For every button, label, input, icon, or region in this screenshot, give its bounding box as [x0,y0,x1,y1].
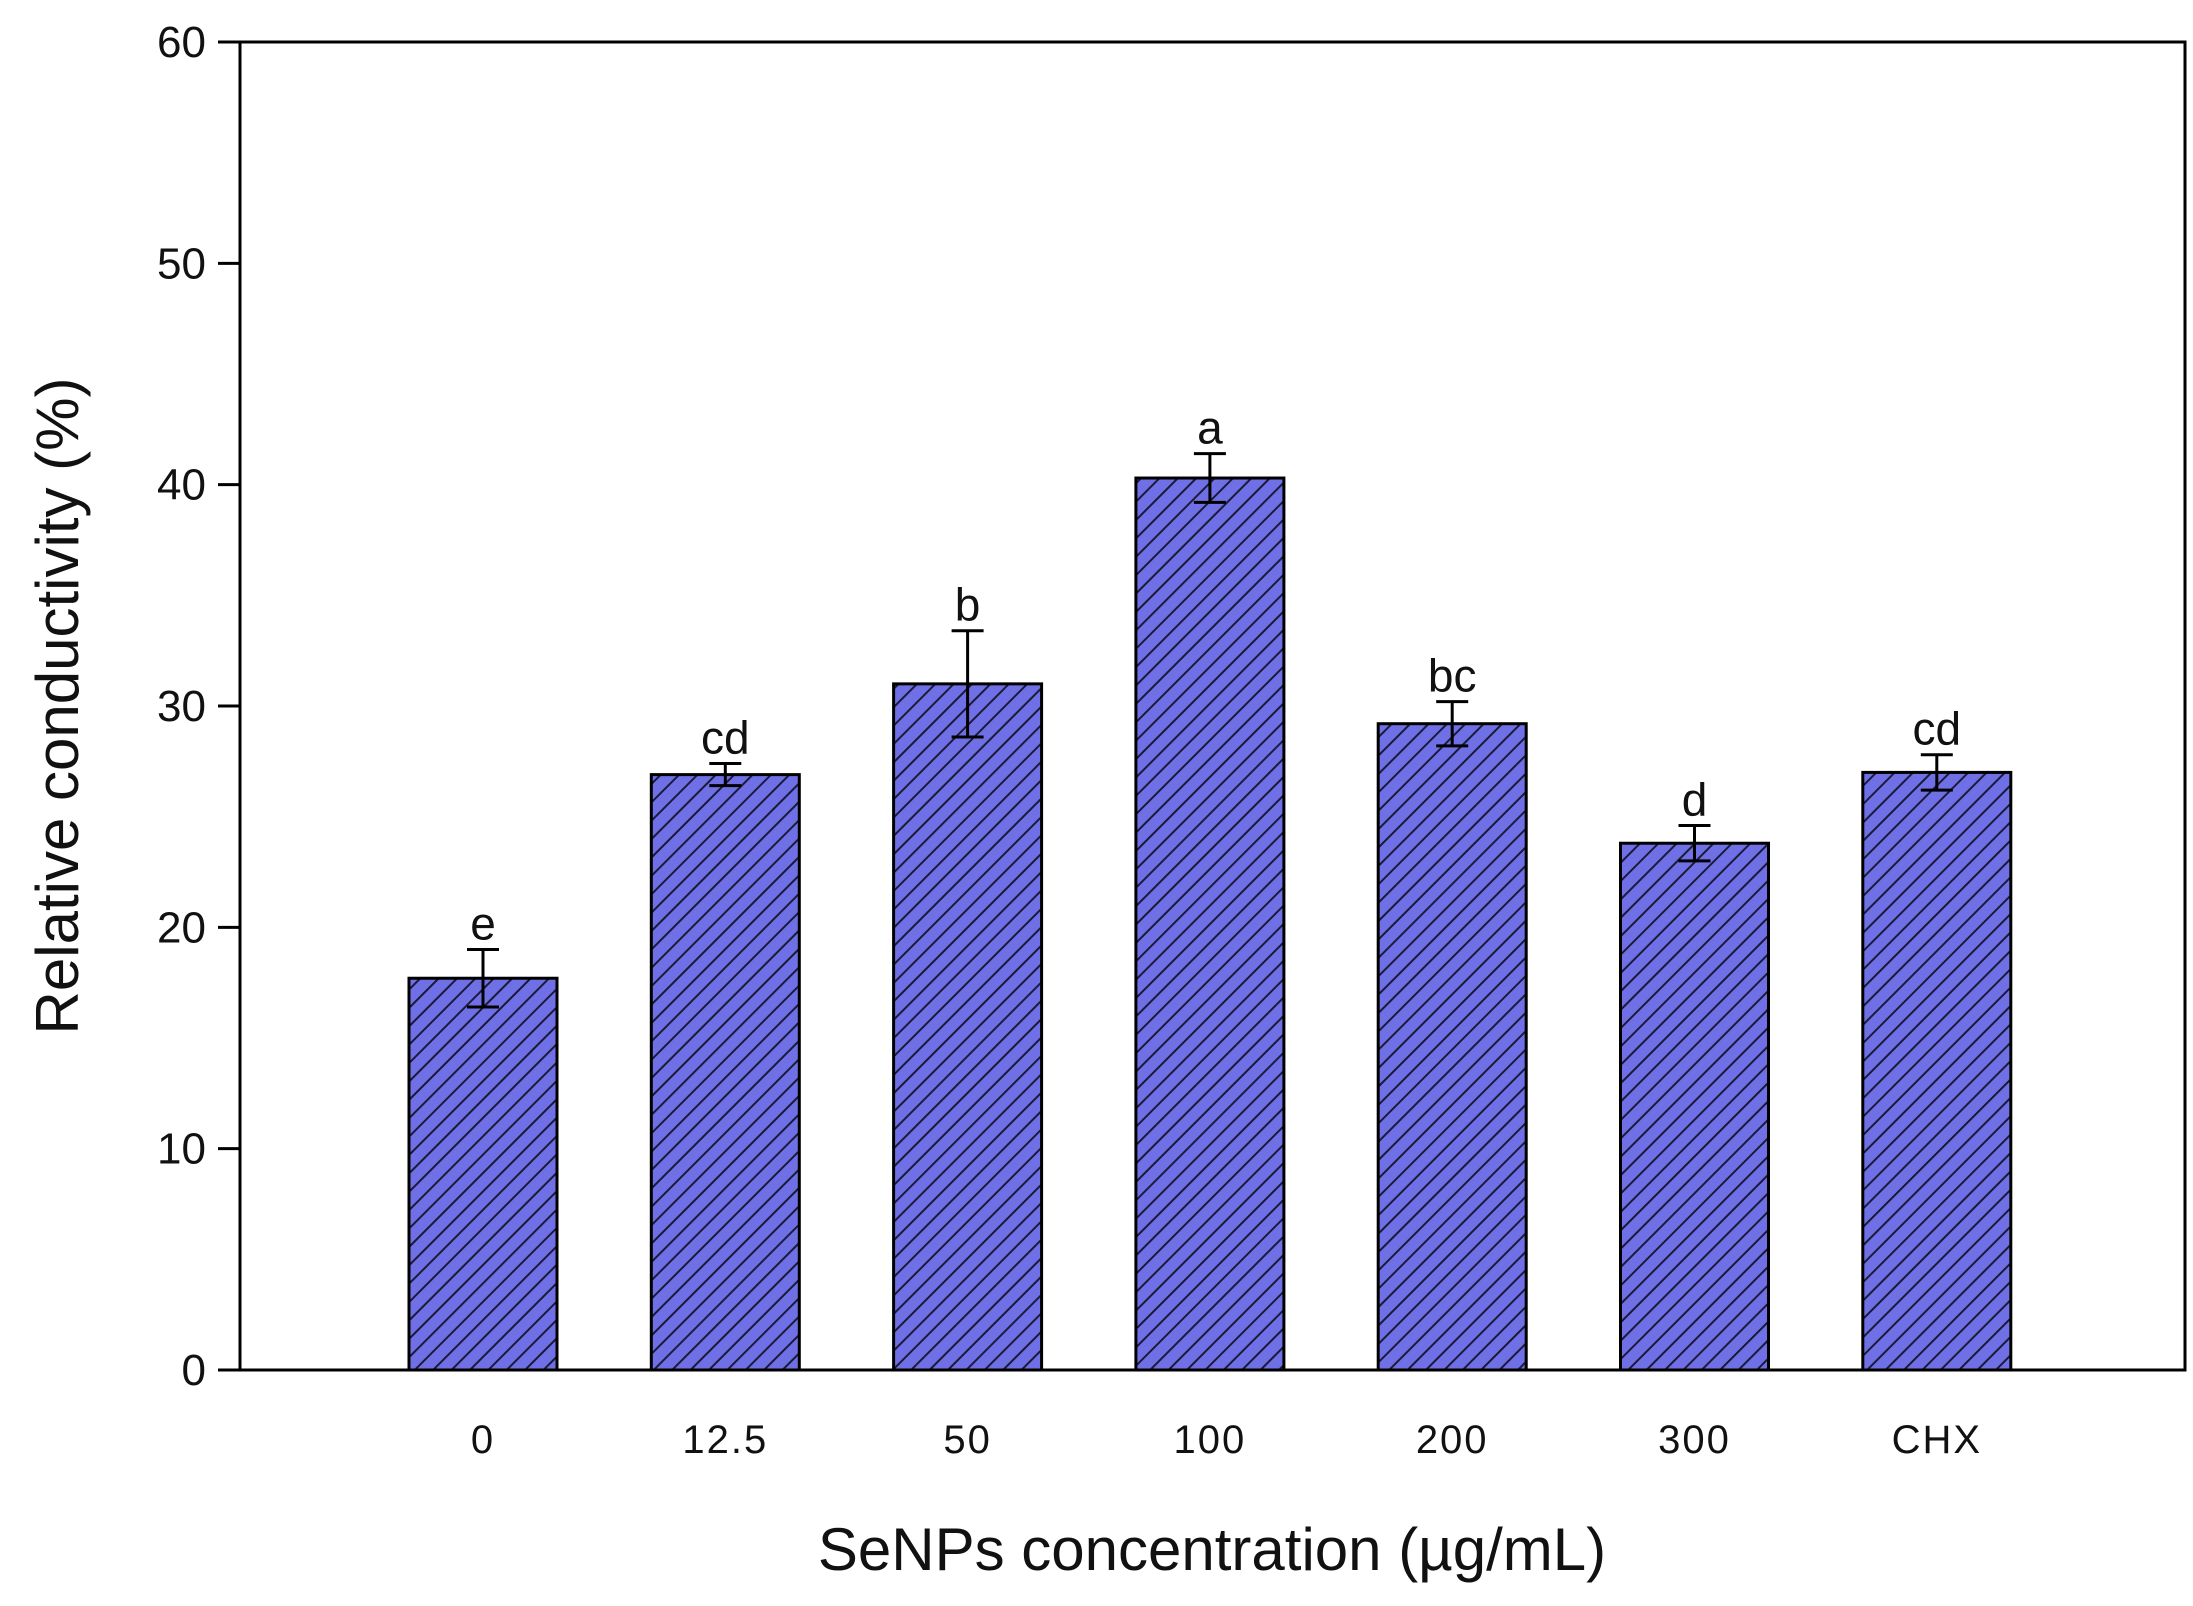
x-tick-label-50: 50 [943,1418,992,1462]
y-tick-label: 0 [182,1346,206,1395]
significance-label-CHX: cd [1913,703,1962,755]
x-axis-title: SeNPs concentration (µg/mL) [818,1516,1606,1583]
bars-group [407,476,2013,1372]
x-tick-label-200: 200 [1416,1418,1489,1462]
significance-labels-group: e cd b a bc d cd [470,402,1961,950]
y-tick-label: 60 [157,18,206,67]
x-tick-label-0: 0 [471,1418,495,1462]
y-tick-label: 30 [157,682,206,731]
error-bars-group [467,452,1953,1009]
x-tick-label-CHX: CHX [1892,1418,1982,1462]
bar-200 [1376,722,1528,1372]
significance-label-12.5: cd [701,712,750,764]
bar-CHX [1861,770,2013,1372]
significance-label-200: bc [1428,650,1477,702]
y-tick-label: 50 [157,239,206,288]
y-tick-label: 20 [157,903,206,952]
x-tick-label-300: 300 [1658,1418,1731,1462]
x-tick-label-12.5: 12.5 [682,1418,768,1462]
bar-50 [892,682,1044,1372]
significance-label-0: e [470,897,496,949]
x-axis: 0 12.5 50 100 200 300 CHX [471,1418,1982,1462]
significance-label-300: d [1682,774,1708,826]
significance-label-100: a [1197,402,1223,454]
y-axis: 0 10 20 30 40 50 60 [157,18,240,1395]
bar-12.5 [649,773,801,1372]
significance-label-50: b [955,579,981,631]
bar-300 [1619,841,1770,1372]
bar-100 [1134,476,1286,1372]
y-tick-label: 40 [157,461,206,510]
y-axis-title: Relative conductivity (%) [24,378,91,1035]
x-tick-label-100: 100 [1174,1418,1247,1462]
y-tick-label: 10 [157,1125,206,1174]
bar-0 [407,976,559,1372]
